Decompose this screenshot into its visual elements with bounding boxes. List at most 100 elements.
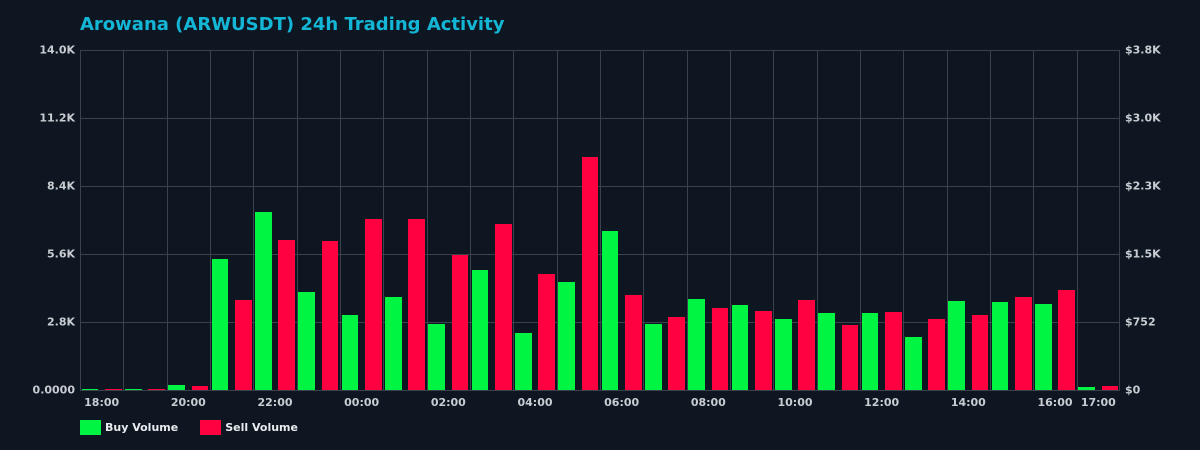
left-y-tick-label: 11.2K xyxy=(39,111,75,125)
vertical-gridline xyxy=(1119,50,1120,390)
chart-title: Arowana (ARWUSDT) 24h Trading Activity xyxy=(80,14,505,35)
buy-volume-bar[interactable] xyxy=(168,385,185,390)
x-tick-label: 04:00 xyxy=(517,396,553,409)
x-tick-label: 18:00 xyxy=(84,396,120,409)
left-y-tick-label: 2.8K xyxy=(46,315,75,329)
sell-volume-bar[interactable] xyxy=(235,299,252,390)
sell-volume-bar[interactable] xyxy=(668,316,685,390)
sell-volume-bar[interactable] xyxy=(1058,289,1075,390)
buy-volume-bar[interactable] xyxy=(905,337,922,390)
x-tick-label: 17:00 xyxy=(1080,396,1116,409)
sell-swatch-icon xyxy=(200,420,222,435)
vertical-gridline xyxy=(123,50,125,390)
vertical-gridline xyxy=(340,50,341,390)
buy-volume-bar[interactable] xyxy=(818,313,835,390)
sell-volume-bar[interactable] xyxy=(1101,386,1119,390)
vertical-gridline xyxy=(816,50,818,390)
right-y-tick-label: $752 xyxy=(1125,315,1156,329)
sell-volume-bar[interactable] xyxy=(495,223,512,390)
vertical-gridline xyxy=(903,50,905,390)
buy-volume-bar[interactable] xyxy=(948,300,965,390)
plot-area xyxy=(80,50,1120,391)
vertical-gridline xyxy=(470,50,471,390)
vertical-gridline xyxy=(773,50,775,390)
buy-volume-bar[interactable] xyxy=(775,319,792,390)
buy-volume-bar[interactable] xyxy=(515,332,532,390)
buy-volume-bar[interactable] xyxy=(385,297,402,390)
x-tick-label: 16:00 xyxy=(1037,396,1073,409)
vertical-gridline xyxy=(686,50,688,390)
vertical-gridline xyxy=(426,50,428,390)
buy-volume-bar[interactable] xyxy=(991,302,1009,390)
buy-swatch-icon xyxy=(80,420,101,435)
legend: Buy Volume Sell Volume xyxy=(80,420,320,435)
sell-volume-bar[interactable] xyxy=(625,295,642,390)
vertical-gridline xyxy=(166,50,168,390)
x-tick-label: 20:00 xyxy=(170,396,206,409)
left-y-tick-label: 8.4K xyxy=(46,179,75,193)
buy-volume-bar[interactable] xyxy=(1078,387,1095,390)
vertical-gridline xyxy=(600,50,601,390)
x-tick-label: 06:00 xyxy=(604,396,640,409)
sell-volume-bar[interactable] xyxy=(191,386,209,390)
x-tick-label: 00:00 xyxy=(344,396,380,409)
x-tick-label: 14:00 xyxy=(950,396,986,409)
buy-volume-bar[interactable] xyxy=(688,298,705,390)
sell-volume-bar[interactable] xyxy=(365,219,382,390)
right-y-tick-label: $3.0K xyxy=(1125,111,1161,125)
buy-volume-bar[interactable] xyxy=(731,305,749,390)
buy-volume-bar[interactable] xyxy=(81,389,99,390)
left-y-tick-label: 14.0K xyxy=(39,43,75,57)
legend-label-sell: Sell Volume xyxy=(225,421,298,434)
buy-volume-bar[interactable] xyxy=(298,291,315,390)
vertical-gridline xyxy=(1076,50,1078,390)
vertical-gridline xyxy=(1033,50,1035,390)
vertical-gridline xyxy=(946,50,948,390)
vertical-gridline xyxy=(556,50,558,390)
sell-volume-bar[interactable] xyxy=(841,324,859,390)
sell-volume-bar[interactable] xyxy=(321,240,339,390)
vertical-gridline xyxy=(513,50,515,390)
sell-volume-bar[interactable] xyxy=(581,156,599,390)
left-y-tick-label: 5.6K xyxy=(46,247,75,261)
sell-volume-bar[interactable] xyxy=(711,307,729,390)
buy-volume-bar[interactable] xyxy=(428,323,445,390)
vertical-gridline xyxy=(253,50,255,390)
buy-volume-bar[interactable] xyxy=(211,258,229,390)
vertical-gridline xyxy=(990,50,991,390)
sell-volume-bar[interactable] xyxy=(755,311,772,390)
sell-volume-bar[interactable] xyxy=(971,314,989,390)
sell-volume-bar[interactable] xyxy=(408,219,425,390)
sell-volume-bar[interactable] xyxy=(538,273,555,390)
sell-volume-bar[interactable] xyxy=(105,389,122,390)
vertical-gridline xyxy=(860,50,861,390)
buy-volume-bar[interactable] xyxy=(341,314,359,390)
vertical-gridline xyxy=(296,50,298,390)
vertical-gridline xyxy=(730,50,731,390)
right-y-tick-label: $0 xyxy=(1125,383,1141,397)
sell-volume-bar[interactable] xyxy=(148,389,165,390)
buy-volume-bar[interactable] xyxy=(645,323,662,390)
buy-volume-bar[interactable] xyxy=(125,389,142,390)
legend-label-buy: Buy Volume xyxy=(105,421,179,434)
x-tick-label: 10:00 xyxy=(777,396,813,409)
vertical-gridline xyxy=(643,50,645,390)
sell-volume-bar[interactable] xyxy=(885,312,902,390)
sell-volume-bar[interactable] xyxy=(278,239,295,390)
sell-volume-bar[interactable] xyxy=(451,254,469,390)
sell-volume-bar[interactable] xyxy=(798,299,815,390)
buy-volume-bar[interactable] xyxy=(1035,304,1052,390)
right-y-tick-label: $2.3K xyxy=(1125,179,1161,193)
legend-item-sell[interactable]: Sell Volume xyxy=(200,420,298,435)
sell-volume-bar[interactable] xyxy=(1015,297,1032,390)
legend-item-buy[interactable]: Buy Volume xyxy=(80,420,178,435)
buy-volume-bar[interactable] xyxy=(861,313,879,390)
buy-volume-bar[interactable] xyxy=(558,281,575,390)
left-y-tick-label: 0.0000 xyxy=(32,383,75,397)
buy-volume-bar[interactable] xyxy=(471,270,489,390)
buy-volume-bar[interactable] xyxy=(601,230,619,390)
vertical-gridline xyxy=(210,50,211,390)
sell-volume-bar[interactable] xyxy=(928,319,945,390)
x-tick-label: 02:00 xyxy=(430,396,466,409)
buy-volume-bar[interactable] xyxy=(255,212,272,390)
